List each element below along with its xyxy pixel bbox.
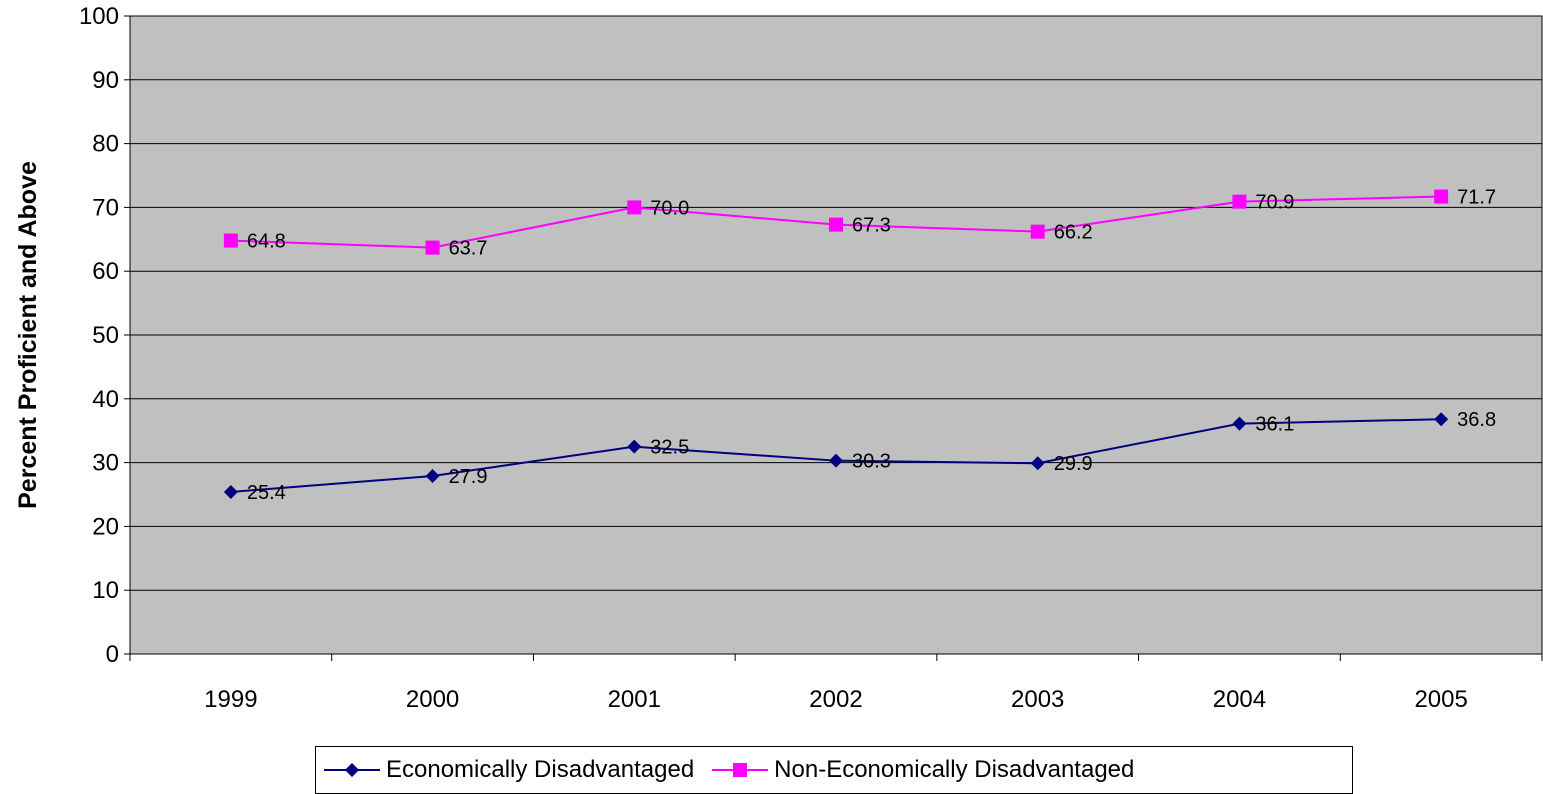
data-label: 66.2 — [1054, 222, 1093, 244]
x-tick-label: 2002 — [809, 686, 862, 713]
y-tick-label: 20 — [92, 513, 119, 540]
legend: Economically Disadvantaged Non-Economica… — [315, 746, 1353, 794]
y-tick-label: 40 — [92, 386, 119, 413]
data-label: 30.3 — [852, 451, 891, 473]
y-axis-title: Percent Proficient and Above — [14, 161, 42, 509]
data-label: 27.9 — [449, 466, 488, 488]
data-label: 70.0 — [650, 197, 689, 219]
data-point — [627, 439, 642, 454]
data-point — [223, 484, 238, 499]
data-label: 63.7 — [449, 238, 488, 260]
data-label: 32.5 — [650, 437, 689, 459]
legend-item-non-economically-disadvantaged: Non-Economically Disadvantaged — [712, 756, 1134, 784]
x-tick-label: 2005 — [1414, 686, 1467, 713]
data-label: 70.9 — [1255, 192, 1294, 214]
data-label: 29.9 — [1054, 453, 1093, 475]
y-tick-label: 30 — [92, 450, 119, 477]
y-tick-label: 0 — [106, 641, 119, 668]
legend-item-economically-disadvantaged: Economically Disadvantaged — [324, 756, 694, 784]
y-tick-label: 80 — [92, 131, 119, 158]
data-label: 64.8 — [247, 231, 286, 253]
square-marker-icon — [712, 763, 769, 777]
y-tick-label: 50 — [92, 322, 119, 349]
data-point — [1030, 224, 1045, 239]
data-label: 71.7 — [1457, 187, 1496, 209]
x-tick-label: 2003 — [1011, 686, 1064, 713]
data-label: 36.1 — [1255, 414, 1294, 436]
data-point — [425, 240, 440, 255]
legend-label: Non-Economically Disadvantaged — [774, 756, 1135, 783]
y-tick-label: 90 — [92, 67, 119, 94]
y-tick-label: 70 — [92, 194, 119, 221]
y-tick-label: 60 — [92, 258, 119, 285]
data-point — [1232, 416, 1247, 431]
data-point — [1434, 412, 1449, 427]
x-tick-label: 1999 — [204, 686, 257, 713]
data-point — [1434, 189, 1449, 204]
data-point — [1030, 456, 1045, 471]
data-point — [425, 468, 440, 483]
legend-label: Economically Disadvantaged — [386, 756, 695, 783]
x-tick-label: 2001 — [608, 686, 661, 713]
data-point — [829, 453, 843, 468]
data-point — [829, 217, 843, 232]
x-tick-label: 2004 — [1213, 686, 1266, 713]
data-label: 36.8 — [1457, 409, 1496, 431]
y-tick-label: 10 — [92, 577, 119, 604]
data-point — [223, 233, 238, 248]
data-point — [627, 200, 642, 215]
data-point — [1232, 194, 1247, 209]
y-tick-label: 100 — [79, 3, 119, 30]
diamond-marker-icon — [324, 763, 380, 777]
data-label: 67.3 — [852, 215, 891, 237]
data-label: 25.4 — [247, 482, 286, 504]
x-tick-label: 2000 — [406, 686, 459, 713]
